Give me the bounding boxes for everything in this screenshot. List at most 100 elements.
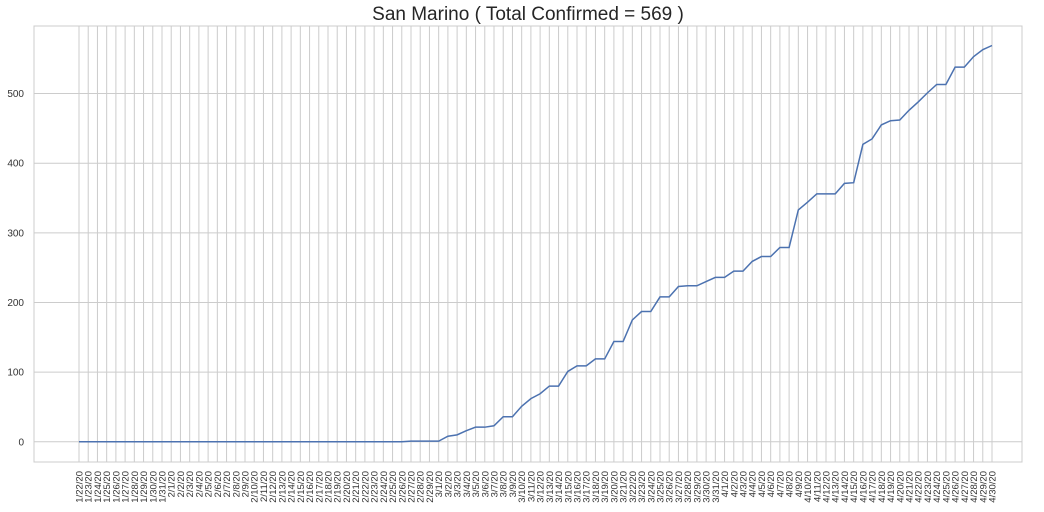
y-tick-label: 200 [7, 298, 24, 309]
x-tick-label: 3/28/20 [683, 471, 694, 503]
y-gridlines [34, 93, 1022, 443]
x-tick-label: 2/25/20 [388, 471, 399, 503]
x-tick-label: 4/1/20 [720, 471, 731, 497]
x-tick-label: 3/25/20 [656, 471, 667, 503]
x-tick-label: 2/8/20 [231, 471, 242, 497]
x-tick-label: 3/12/20 [536, 471, 547, 503]
x-tick-label: 4/27/20 [960, 471, 971, 503]
x-tick-label: 3/8/20 [499, 471, 510, 497]
x-tick-label: 3/29/20 [692, 471, 703, 503]
x-tick-label: 4/20/20 [895, 471, 906, 503]
x-tick-label: 3/19/20 [600, 471, 611, 503]
y-tick-label: 400 [7, 159, 24, 170]
x-tick-labels: 1/22/201/23/201/24/201/25/201/26/201/27/… [75, 471, 999, 503]
x-gridlines [78, 26, 993, 462]
x-tick-label: 4/17/20 [868, 471, 879, 503]
x-tick-label: 3/21/20 [619, 471, 630, 503]
x-tick-label: 4/26/20 [951, 471, 962, 503]
x-tick-label: 2/6/20 [213, 471, 224, 497]
plot-background [34, 26, 1022, 462]
x-tick-label: 1/24/20 [93, 471, 104, 503]
x-tick-label: 3/3/20 [453, 471, 464, 497]
x-tick-label: 4/2/20 [729, 471, 740, 497]
x-tick-label: 2/14/20 [287, 471, 298, 503]
x-tick-label: 4/12/20 [822, 471, 833, 503]
x-tick-label: 3/26/20 [665, 471, 676, 503]
y-tick-label: 0 [18, 437, 24, 448]
x-tick-label: 3/20/20 [609, 471, 620, 503]
x-tick-label: 4/13/20 [831, 471, 842, 503]
x-tick-label: 3/15/20 [563, 471, 574, 503]
x-tick-label: 4/16/20 [858, 471, 869, 503]
x-tick-label: 1/25/20 [102, 471, 113, 503]
x-tick-label: 2/29/20 [425, 471, 436, 503]
x-tick-label: 4/24/20 [932, 471, 943, 503]
x-tick-label: 2/19/20 [333, 471, 344, 503]
x-tick-label: 2/13/20 [277, 471, 288, 503]
x-tick-label: 4/21/20 [905, 471, 916, 503]
x-tick-label: 3/11/20 [526, 471, 537, 502]
x-tick-label: 4/22/20 [914, 471, 925, 503]
y-tick-label: 100 [7, 368, 24, 379]
x-tick-label: 2/24/20 [379, 471, 390, 503]
x-tick-label: 1/22/20 [75, 471, 86, 503]
x-tick-label: 2/22/20 [360, 471, 371, 503]
series-line-confirmed [79, 44, 993, 443]
x-tick-label: 4/18/20 [877, 471, 888, 503]
x-tick-label: 3/13/20 [545, 471, 556, 503]
x-tick-label: 1/28/20 [130, 471, 141, 503]
chart-title: San Marino ( Total Confirmed = 569 ) [372, 4, 684, 25]
x-tick-label: 2/18/20 [324, 471, 335, 503]
x-tick-label: 2/20/20 [342, 471, 353, 503]
x-tick-label: 4/14/20 [840, 471, 851, 503]
y-tick-label: 300 [7, 228, 24, 239]
y-tick-labels: 0 100 200 300 400 500 [7, 89, 24, 448]
x-tick-label: 4/9/20 [794, 471, 805, 497]
x-tick-label: 2/4/20 [194, 471, 205, 497]
x-tick-label: 4/30/20 [988, 471, 999, 503]
x-tick-label: 3/24/20 [646, 471, 657, 503]
x-tick-label: 3/2/20 [443, 471, 454, 497]
x-tick-label: 3/17/20 [582, 471, 593, 503]
x-tick-label: 3/14/20 [554, 471, 565, 503]
x-tick-label: 3/7/20 [490, 471, 501, 497]
x-tick-label: 3/5/20 [471, 471, 482, 497]
x-tick-label: 4/8/20 [785, 471, 796, 497]
x-tick-label: 4/11/20 [812, 471, 823, 502]
x-tick-label: 2/5/20 [204, 471, 215, 497]
x-tick-label: 4/3/20 [739, 471, 750, 497]
x-tick-label: 4/15/20 [849, 471, 860, 503]
x-tick-label: 3/30/20 [702, 471, 713, 503]
x-tick-label: 2/7/20 [222, 471, 233, 497]
x-tick-label: 3/16/20 [573, 471, 584, 503]
x-tick-label: 4/29/20 [978, 471, 989, 503]
x-tick-label: 1/29/20 [139, 471, 150, 503]
x-tick-label: 4/7/20 [775, 471, 786, 497]
x-tick-label: 2/1/20 [167, 471, 178, 497]
x-tick-label: 4/6/20 [766, 471, 777, 497]
x-tick-label: 2/15/20 [296, 471, 307, 503]
x-tick-label: 2/28/20 [416, 471, 427, 503]
x-tick-label: 4/25/20 [941, 471, 952, 503]
x-tick-label: 2/23/20 [370, 471, 381, 503]
x-tick-label: 2/11/20 [259, 471, 270, 502]
plot-frame [33, 25, 1023, 463]
x-tick-label: 3/23/20 [637, 471, 648, 503]
x-tick-label: 3/31/20 [711, 471, 722, 503]
x-tick-label: 2/21/20 [351, 471, 362, 503]
y-tick-label: 500 [7, 89, 24, 100]
x-tick-label: 4/28/20 [969, 471, 980, 503]
x-tick-label: 2/26/20 [397, 471, 408, 503]
x-tick-label: 1/27/20 [121, 471, 132, 503]
x-tick-label: 2/9/20 [241, 471, 252, 497]
x-tick-label: 3/27/20 [674, 471, 685, 503]
x-tick-label: 4/5/20 [757, 471, 768, 497]
x-tick-label: 3/10/20 [517, 471, 528, 503]
x-tick-label: 3/6/20 [480, 471, 491, 497]
x-tick-label: 1/26/20 [111, 471, 122, 503]
x-tick-label: 3/1/20 [434, 471, 445, 497]
x-tick-label: 3/18/20 [591, 471, 602, 503]
x-tick-label: 2/12/20 [268, 471, 279, 503]
x-tick-label: 4/19/20 [886, 471, 897, 503]
